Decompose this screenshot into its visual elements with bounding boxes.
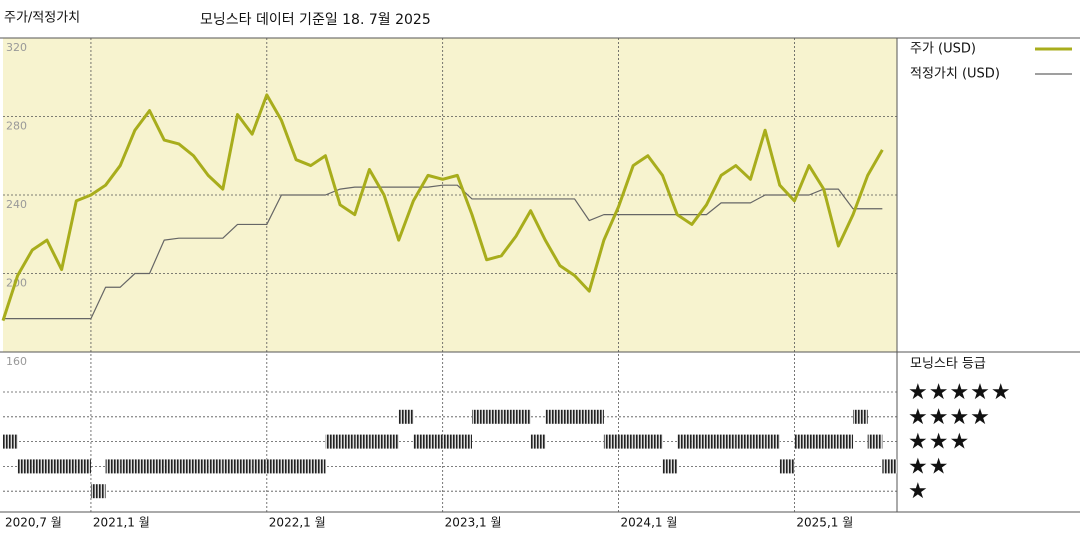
rating-block <box>61 459 77 474</box>
legend-label: 주가 (USD) <box>910 42 976 57</box>
x-tick-label: 2020,7 월 <box>5 516 62 530</box>
rating-block <box>882 459 897 474</box>
x-tick-label: 2024,1 월 <box>621 516 678 530</box>
rating-block <box>178 459 194 474</box>
rating-block <box>384 434 399 449</box>
y-tick-label: 280 <box>6 120 27 133</box>
rating-label: ★ <box>908 479 929 504</box>
rating-block <box>750 434 766 449</box>
rating-block <box>765 434 780 449</box>
rating-block <box>281 459 297 474</box>
rating-block <box>310 459 326 474</box>
rating-label: ★★★★★ <box>908 380 1012 405</box>
x-tick-label: 2022,1 월 <box>269 516 326 530</box>
rating-label: ★★★★ <box>908 405 991 430</box>
rating-block <box>90 484 106 499</box>
rating-block <box>853 409 868 424</box>
rating-block <box>252 459 267 474</box>
rating-block <box>823 434 839 449</box>
y-tick-label: 240 <box>6 198 27 211</box>
rating-block <box>706 434 722 449</box>
rating-block <box>193 459 209 474</box>
rating-block <box>589 409 604 424</box>
rating-block <box>471 409 487 424</box>
y-tick-label: 160 <box>6 355 27 368</box>
rating-block <box>413 434 429 449</box>
rating-block <box>794 434 810 449</box>
rating-block <box>457 434 472 449</box>
x-tick-label: 2025,1 월 <box>796 516 853 530</box>
rating-block <box>486 409 502 424</box>
rating-block <box>867 434 883 449</box>
rating-block <box>266 459 282 474</box>
rating-block <box>838 434 854 449</box>
rating-block <box>3 434 18 449</box>
series-line <box>3 184 883 320</box>
rating-block <box>603 434 619 449</box>
rating-block <box>735 434 751 449</box>
rating-block <box>120 459 135 474</box>
rating-block <box>545 409 560 424</box>
rating-block <box>530 434 546 449</box>
rating-block <box>809 434 824 449</box>
rating-label: ★★★ <box>908 430 970 455</box>
rating-block <box>32 459 47 474</box>
legend-label: 적정가치 (USD) <box>910 67 1000 82</box>
rating-block <box>296 459 311 474</box>
rating-block <box>633 434 648 449</box>
y-tick-label: 320 <box>6 41 27 54</box>
rating-block <box>647 434 663 449</box>
rating-block <box>46 459 62 474</box>
plot-background <box>3 38 897 352</box>
rating-block <box>559 409 575 424</box>
series-line <box>1 93 884 322</box>
rating-label: ★★ <box>908 454 949 479</box>
rating-block <box>618 434 634 449</box>
rating-block <box>398 409 414 424</box>
rating-block <box>354 434 370 449</box>
rating-block <box>515 409 531 424</box>
x-tick-label: 2021,1 월 <box>93 516 150 530</box>
rating-block <box>340 434 355 449</box>
rating-block <box>442 434 458 449</box>
rating-block <box>208 459 223 474</box>
rating-block <box>721 434 736 449</box>
rating-block <box>574 409 590 424</box>
rating-block <box>428 434 443 449</box>
rating-block <box>779 459 795 474</box>
rating-title: 모닝스타 등급 <box>910 357 986 372</box>
rating-block <box>237 459 253 474</box>
rating-block <box>501 409 516 424</box>
rating-block <box>325 434 341 449</box>
rating-block <box>105 459 121 474</box>
rating-block <box>134 459 150 474</box>
rating-block <box>76 459 91 474</box>
rating-block <box>662 459 678 474</box>
chart-title: 주가/적정가치 <box>4 11 80 26</box>
x-tick-label: 2023,1 월 <box>445 516 502 530</box>
rating-block <box>17 459 33 474</box>
rating-block <box>691 434 707 449</box>
rating-block <box>149 459 165 474</box>
rating-block <box>222 459 238 474</box>
rating-block <box>164 459 179 474</box>
rating-block <box>677 434 692 449</box>
rating-block <box>369 434 385 449</box>
chart-subtitle: 모닝스타 데이터 기준일 18. 7월 2025 <box>200 12 431 28</box>
